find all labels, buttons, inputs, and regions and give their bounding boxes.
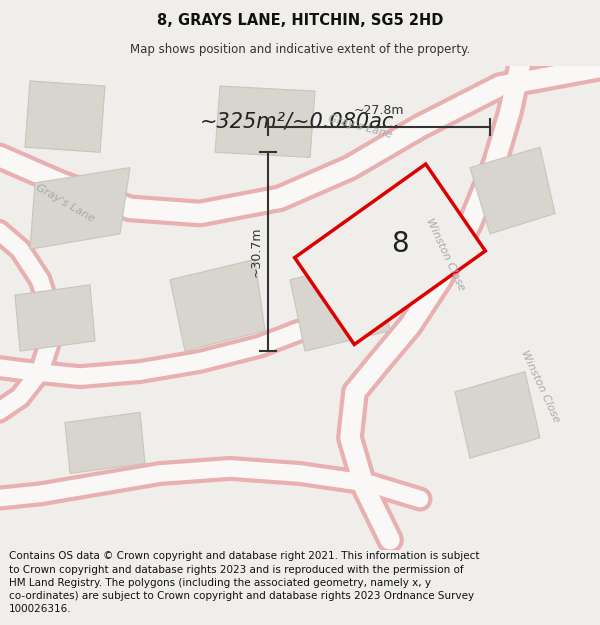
Polygon shape [65,412,145,474]
Polygon shape [25,81,105,152]
Text: Winston Close: Winston Close [519,349,561,424]
Polygon shape [295,164,485,344]
Polygon shape [470,148,555,234]
Text: ~325m²/~0.080ac.: ~325m²/~0.080ac. [199,112,401,132]
Text: 8: 8 [391,230,409,258]
Text: Gray's Lane: Gray's Lane [34,182,96,224]
Polygon shape [455,371,540,458]
Polygon shape [170,259,265,351]
Text: ~27.8m: ~27.8m [354,104,404,117]
Text: 8, GRAYS LANE, HITCHIN, SG5 2HD: 8, GRAYS LANE, HITCHIN, SG5 2HD [157,13,443,28]
Text: Contains OS data © Crown copyright and database right 2021. This information is : Contains OS data © Crown copyright and d… [9,551,479,614]
Polygon shape [290,259,390,351]
Polygon shape [215,86,315,158]
Text: ~30.7m: ~30.7m [250,226,263,277]
Polygon shape [30,168,130,249]
Text: Winston Close: Winston Close [424,216,466,292]
Polygon shape [15,285,95,351]
Text: Map shows position and indicative extent of the property.: Map shows position and indicative extent… [130,42,470,56]
Text: Gray's Lane: Gray's Lane [327,114,393,140]
